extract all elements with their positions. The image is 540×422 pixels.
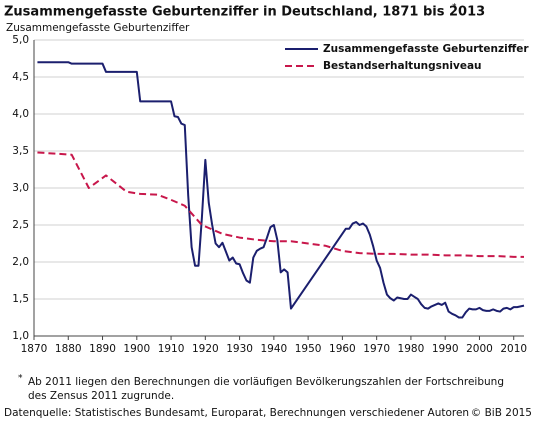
chart-title: Zusammengefasste Geburtenziffer in Deuts… [4, 5, 485, 20]
legend-label: Bestandserhaltungsniveau [323, 60, 482, 72]
x-tick-label: 1970 [363, 343, 390, 355]
x-tick-label: 1960 [329, 343, 356, 355]
y-tick-label: 2,5 [12, 219, 29, 231]
y-axis-label: Zusammengefasste Geburtenziffer [6, 22, 190, 34]
x-tick-label: 2010 [500, 343, 527, 355]
series-line [37, 151, 524, 258]
y-tick-label: 2,0 [12, 256, 29, 268]
x-tick-label: 1920 [192, 343, 219, 355]
x-tick-label: 1870 [21, 343, 48, 355]
x-tick-label: 1910 [158, 343, 185, 355]
footnote-marker: * [18, 374, 23, 384]
y-tick-label: 1,5 [12, 293, 29, 305]
x-tick-label: 1940 [260, 343, 287, 355]
copyright: © BiB 2015 [471, 407, 532, 419]
series-line [37, 61, 525, 319]
x-tick-label: 1950 [295, 343, 322, 355]
y-tick-label: 4,5 [12, 71, 29, 83]
source: Datenquelle: Statistisches Bundesamt, Eu… [4, 407, 469, 419]
y-tick-label: 4,0 [12, 108, 29, 120]
footnote: Ab 2011 liegen den Berechnungen die vorl… [28, 376, 504, 388]
legend-label: Zusammengefasste Geburtenziffer [323, 43, 529, 55]
x-tick-label: 1900 [123, 343, 150, 355]
title-marker: * [452, 3, 457, 13]
x-tick-label: 1880 [55, 343, 82, 355]
footnote: des Zensus 2011 zugrunde. [28, 390, 174, 402]
x-tick-label: 1890 [89, 343, 116, 355]
y-tick-label: 1,0 [12, 330, 29, 342]
x-tick-label: 1930 [226, 343, 253, 355]
x-tick-label: 1980 [398, 343, 425, 355]
y-tick-label: 5,0 [12, 34, 29, 46]
x-tick-label: 2000 [466, 343, 493, 355]
y-tick-label: 3,5 [12, 145, 29, 157]
y-tick-label: 3,0 [12, 182, 29, 194]
x-tick-label: 1990 [432, 343, 459, 355]
